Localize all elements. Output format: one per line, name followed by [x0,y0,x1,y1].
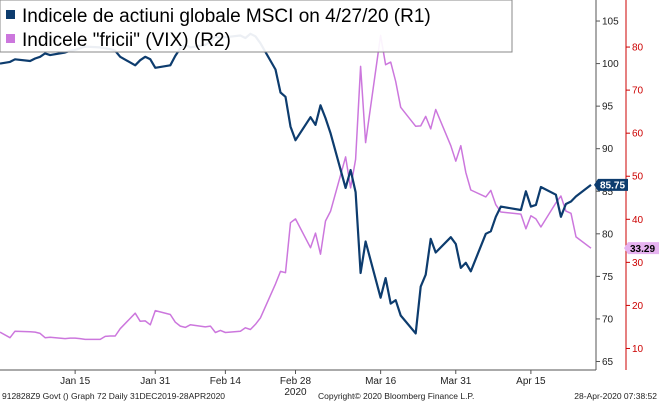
footer-left: 912828Z9 Govt () Graph 72 Daily 31DEC201… [2,391,225,401]
r2-tick-label: 60 [632,129,644,140]
y-axis-r2: 10 20 30 40 50 60 70 80 [626,43,644,355]
r2-tick-label: 20 [632,301,644,312]
r2-tick-label: 70 [632,86,644,97]
x-tick-label: Mar 31 [440,376,472,387]
r1-tick-label: 95 [602,102,614,113]
r1-tick-label: 100 [602,59,619,70]
r1-tick-label: 85 [602,187,614,198]
r2-tick-label: 40 [632,215,644,226]
x-year-label: 2020 [284,387,307,398]
r1-tick-label: 80 [602,229,614,240]
last-value-badges: 85.75 33.29 [594,178,659,255]
x-tick-label: Mar 16 [365,376,397,387]
y-axis-r1: 65 70 75 80 85 90 95 100 105 [596,17,619,368]
legend-label-vix: Indicele "fricii" (VIX) (R2) [22,30,231,51]
legend-box [0,0,513,53]
legend-swatch-msci [6,10,15,19]
r1-tick-label: 105 [602,17,619,28]
r2-tick-label: 80 [632,43,644,54]
x-tick-label: Feb 28 [280,376,312,387]
legend: Indicele de actiuni globale MSCI on 4/27… [0,0,513,53]
badge-vix-value: 33.29 [630,244,655,255]
x-tick-label: Feb 14 [210,376,242,387]
x-tick-label: Jan 15 [60,376,90,387]
r2-tick-label: 30 [632,258,644,269]
footer-center: Copyright© 2020 Bloomberg Finance L.P. [318,391,474,401]
badge-vix [624,242,659,255]
r1-tick-label: 65 [602,357,614,368]
footer-right: 28-Apr-2020 07:38:52 [574,391,657,401]
r1-tick-label: 75 [602,272,614,283]
footer: 912828Z9 Govt () Graph 72 Daily 31DEC201… [2,391,657,401]
x-tick-label: Apr 15 [516,376,546,387]
x-tick-label: Jan 31 [140,376,170,387]
r1-tick-label: 90 [602,144,614,155]
r2-tick-label: 50 [632,172,644,183]
badge-msci-value: 85.75 [600,180,625,191]
legend-swatch-vix [6,34,15,43]
r1-tick-label: 70 [602,314,614,325]
series-line-vix [0,34,592,341]
badge-msci [594,178,628,191]
legend-label-msci: Indicele de actiuni globale MSCI on 4/27… [22,6,431,27]
r2-tick-label: 10 [632,344,644,355]
